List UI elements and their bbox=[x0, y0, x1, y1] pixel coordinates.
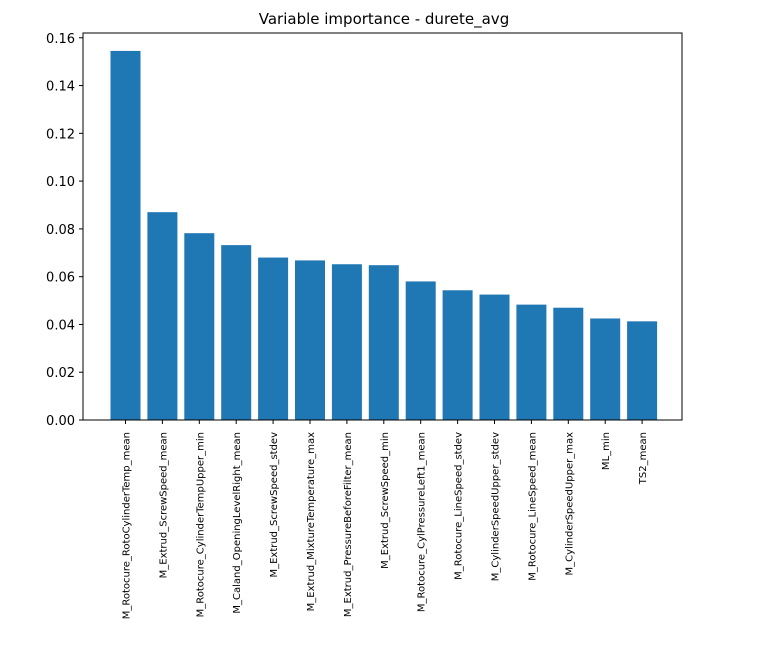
y-tick-label-1: 0.02 bbox=[46, 366, 75, 381]
x-tick-label-2: M_Rotocure_CylinderTempUpper_min bbox=[195, 432, 206, 617]
y-tick-label-0: 0.00 bbox=[46, 414, 75, 429]
y-axis: 0.00 0.02 0.04 0.06 0.08 0.10 0.12 0.14 0.16 bbox=[46, 32, 83, 429]
y-tick-label-5: 0.10 bbox=[46, 175, 75, 190]
bar-9 bbox=[442, 290, 473, 420]
plot-frame bbox=[82, 32, 683, 421]
x-tick-label-13: ML_min bbox=[601, 432, 612, 470]
x-tick-label-7: M_Extrud_ScrewSpeed_min bbox=[380, 432, 391, 569]
x-axis: M_Rotocure_RotoCylinderTemp_mean M_Extrud… bbox=[122, 420, 649, 619]
y-tick-label-2: 0.04 bbox=[46, 318, 75, 333]
bar-4 bbox=[258, 257, 289, 420]
bar-3 bbox=[221, 245, 252, 420]
bar-14 bbox=[627, 321, 658, 420]
bar-11 bbox=[516, 304, 547, 420]
x-tick-label-6: M_Extrud_PressureBeforeFilter_mean bbox=[343, 432, 354, 617]
bar-0 bbox=[110, 50, 141, 421]
x-tick-label-5: M_Extrud_MixtureTemperature_max bbox=[306, 432, 317, 611]
x-tick-label-3: M_Caland_OpeningLevelRight_mean bbox=[232, 432, 243, 614]
bar-12 bbox=[553, 307, 584, 420]
bar-2 bbox=[184, 233, 215, 420]
bar-7 bbox=[368, 265, 399, 420]
x-tick-label-10: M_CylinderSpeedUpper_stdev bbox=[491, 432, 502, 581]
x-tick-label-14: TS2_mean bbox=[638, 432, 649, 485]
y-tick-label-6: 0.12 bbox=[46, 127, 75, 142]
y-tick-label-3: 0.06 bbox=[46, 271, 75, 286]
y-tick-label-4: 0.08 bbox=[46, 223, 75, 238]
bar-1 bbox=[147, 212, 178, 420]
bar-10 bbox=[479, 294, 510, 420]
bar-8 bbox=[405, 281, 436, 420]
x-tick-label-11: M_Rotocure_LineSpeed_mean bbox=[527, 432, 538, 581]
x-tick-label-8: M_Rotocure_CylPressureLeft1_mean bbox=[417, 432, 428, 612]
x-tick-label-12: M_CylinderSpeedUpper_max bbox=[564, 432, 575, 576]
bars-group bbox=[110, 50, 658, 421]
bar-6 bbox=[331, 264, 362, 420]
y-tick-label-8: 0.16 bbox=[46, 32, 75, 47]
x-tick-label-9: M_Rotocure_LineSpeed_stdev bbox=[454, 432, 465, 580]
bar-13 bbox=[590, 318, 621, 420]
chart-title: Variable importance - durete_avg bbox=[259, 10, 509, 29]
x-tick-label-4: M_Extrud_ScrewSpeed_stdev bbox=[269, 432, 280, 578]
bar-5 bbox=[295, 260, 325, 420]
x-tick-label-1: M_Extrud_ScrewSpeed_mean bbox=[158, 432, 169, 578]
y-tick-label-7: 0.14 bbox=[46, 80, 75, 95]
x-tick-label-0: M_Rotocure_RotoCylinderTemp_mean bbox=[122, 432, 133, 619]
